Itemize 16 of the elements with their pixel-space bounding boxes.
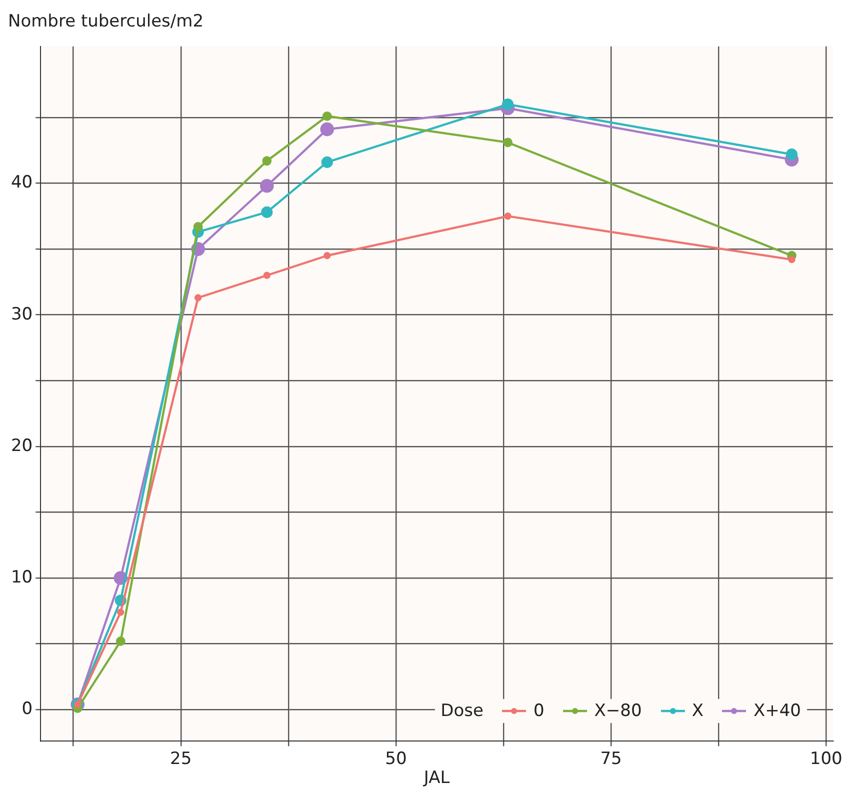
- y-tick-label: 40: [10, 172, 33, 193]
- x-tick-label: 50: [385, 748, 407, 769]
- y-axis-title: Nombre tubercules/m2: [8, 12, 204, 32]
- y-tick-label: 0: [22, 699, 33, 720]
- legend-label: X: [692, 701, 704, 721]
- legend-label: X+40: [753, 701, 801, 721]
- legend-label: 0: [533, 701, 544, 721]
- x-tick-label: 100: [810, 748, 842, 769]
- x-tick-label: 75: [600, 748, 622, 769]
- x-axis-title: JAL: [422, 768, 450, 788]
- legend-title: Dose: [440, 701, 484, 721]
- y-tick-label: 30: [10, 304, 33, 324]
- legend-label: X−80: [594, 701, 642, 721]
- y-tick-label: 20: [10, 436, 33, 456]
- y-tick-label: 10: [10, 567, 33, 588]
- x-tick-label: 25: [170, 748, 192, 769]
